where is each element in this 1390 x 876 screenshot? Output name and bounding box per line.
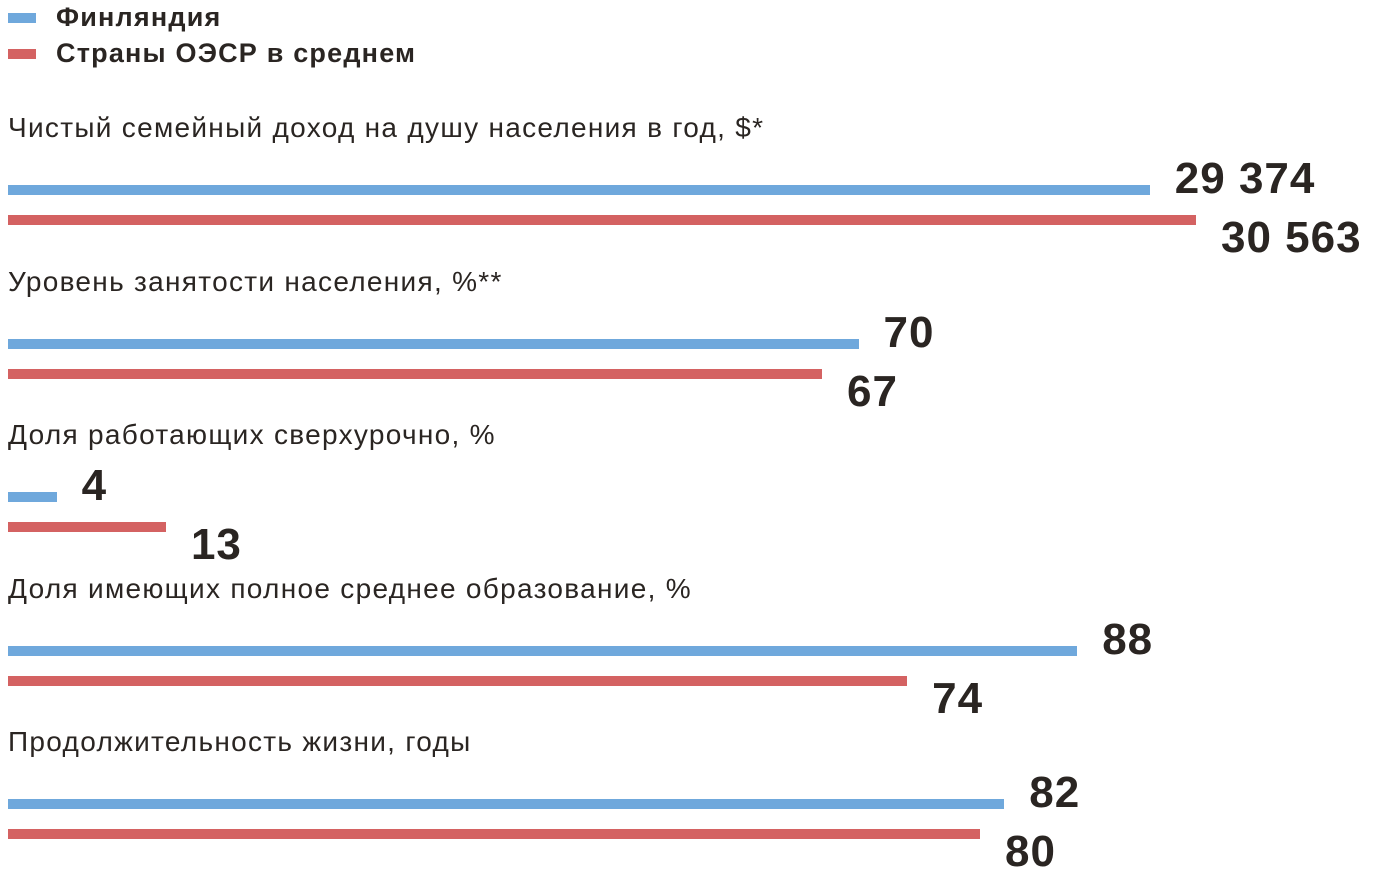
metric-label: Доля имеющих полное среднее образование,… [8, 572, 692, 604]
bar-finland [8, 185, 1150, 195]
legend-label-oecd: Страны ОЭСР в среднем [56, 38, 417, 68]
bar-finland [8, 338, 859, 349]
bar-oecd [8, 215, 1196, 225]
metric-label: Продолжительность жизни, годы [8, 726, 472, 757]
legend-swatch-finland [8, 12, 36, 23]
value-label-oecd: 67 [847, 366, 898, 416]
bar-oecd [8, 675, 908, 686]
value-label-oecd: 74 [932, 673, 984, 723]
value-label-finland: 88 [1102, 614, 1154, 664]
value-label-finland: 82 [1029, 768, 1081, 817]
legend-label-finland: Финляндия [56, 2, 222, 32]
bar-finland [8, 799, 1005, 809]
value-label-oecd: 13 [190, 520, 242, 569]
value-label-oecd: 30 563 [1221, 213, 1362, 262]
metric-label: Доля работающих сверхурочно, % [8, 419, 496, 450]
metric-label: Уровень занятости населения, %** [8, 265, 503, 297]
legend-item-oecd: Страны ОЭСР в среднем [8, 38, 416, 69]
bar-oecd [8, 368, 823, 379]
metric-label: Чистый семейный доход на душу населения … [8, 112, 765, 143]
legend-swatch-oecd [8, 48, 36, 59]
legend-item-finland: Финляндия [8, 2, 221, 33]
value-label-finland: 29 374 [1174, 154, 1316, 203]
value-label-finland: 70 [883, 307, 935, 357]
bar-finland [8, 492, 57, 502]
bar-finland [8, 645, 1078, 656]
value-label-oecd: 80 [1005, 827, 1056, 876]
bar-oecd [8, 829, 980, 839]
value-label-finland: 4 [81, 461, 108, 510]
bar-oecd [8, 522, 166, 532]
